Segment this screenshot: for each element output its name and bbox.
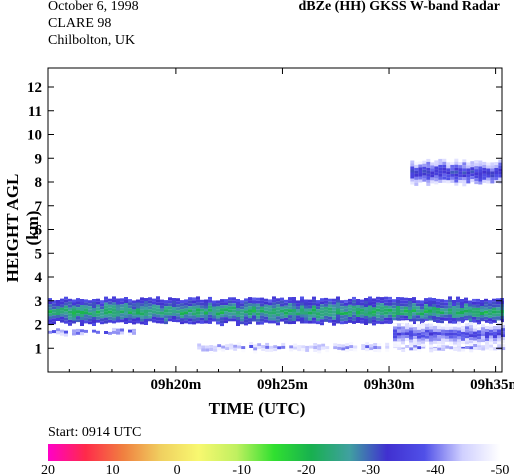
y-tick-label: 4: [35, 270, 43, 286]
colorbar-tick-label: -40: [426, 463, 445, 476]
y-tick-label: 3: [35, 294, 43, 310]
chart-title: dBZe (HH) GKSS W-band Radar: [298, 0, 501, 14]
y-tick-label: 8: [35, 175, 43, 191]
colorbar-tick-label: 10: [106, 463, 120, 476]
header-location: Chilbolton, UK: [48, 33, 136, 48]
x-axis-label: TIME (UTC): [208, 399, 306, 418]
x-tick-label: 09h35m: [470, 377, 514, 393]
colorbar-tick-label: -50: [491, 463, 510, 476]
x-tick-label: 09h30m: [364, 377, 415, 393]
drizzle-band: [48, 324, 136, 338]
y-tick-label: 6: [35, 223, 43, 239]
header-info: October 6, 1998 CLARE 98 Chilbolton, UK: [48, 0, 139, 49]
y-tick-label: 11: [28, 104, 42, 120]
y-tick-label: 2: [35, 318, 43, 334]
y-tick-label: 1: [35, 341, 43, 357]
start-time: Start: 0914 UTC: [48, 425, 142, 440]
colorbar-tick-label: -30: [362, 463, 381, 476]
y-tick-label: 5: [35, 246, 43, 262]
colorbar-tick-label: 20: [41, 463, 55, 476]
colorbar-tick-label: -10: [232, 463, 251, 476]
x-tick-label: 09h20m: [150, 377, 201, 393]
y-tick-label: 7: [35, 199, 43, 215]
colorbar-tick-label: 0: [174, 463, 181, 476]
y-tick-label: 9: [35, 151, 43, 167]
y-tick-label: 10: [27, 128, 42, 144]
plot-frame: [47, 67, 503, 373]
y-tick-label: 12: [27, 80, 42, 96]
low-cloud-layer: [48, 296, 504, 327]
x-tick-label: 09h25m: [257, 377, 308, 393]
header-date: October 6, 1998: [48, 0, 139, 14]
drizzle-band: [393, 320, 505, 348]
header-campaign: CLARE 98: [48, 16, 112, 31]
colorbar-tick-label: -20: [297, 463, 316, 476]
colorbar: [48, 444, 500, 461]
mid-cloud-layer: [410, 158, 503, 187]
